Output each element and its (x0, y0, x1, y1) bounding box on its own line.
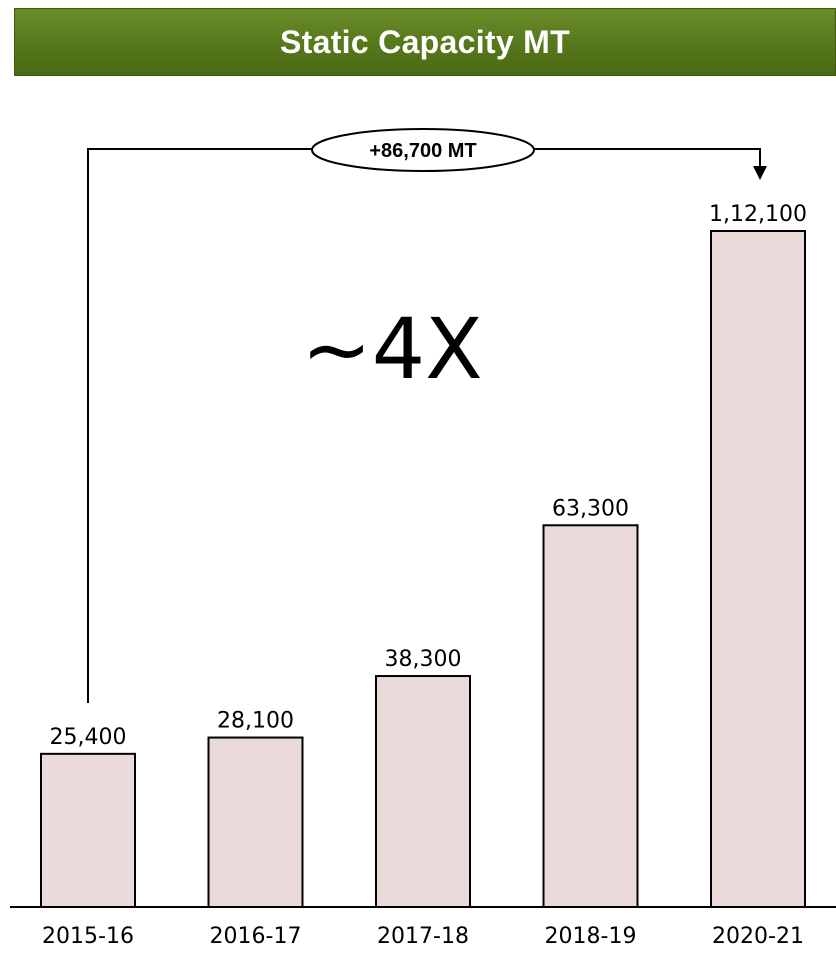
growth-annotation: ~4X (301, 300, 482, 398)
x-tick-label: 2018-19 (545, 924, 637, 949)
x-tick-label: 2017-18 (377, 924, 469, 949)
tick-labels-layer: 2015-16 2016-17 2017-18 2018-19 2020-21 (42, 924, 804, 949)
callout-bracket-right (534, 148, 761, 168)
callout-arrowhead (753, 166, 767, 180)
x-tick-label: 2016-17 (210, 924, 302, 949)
bar (710, 230, 806, 908)
title-banner: Static Capacity MT (14, 8, 836, 76)
bar-value-label: 1,12,100 (709, 202, 807, 227)
callout-label: +86,700 MT (369, 140, 476, 162)
bar (207, 736, 304, 908)
bar (40, 752, 136, 908)
x-tick-label: 2015-16 (42, 924, 134, 949)
x-tick-label: 2020-21 (712, 924, 804, 949)
bar (542, 524, 639, 908)
bar (375, 675, 471, 908)
bar-value-label: 38,300 (385, 647, 462, 672)
bar-value-label: 63,300 (552, 496, 629, 521)
bar-value-label: 25,400 (50, 725, 127, 750)
chart-title: Static Capacity MT (280, 23, 570, 60)
bar-value-label: 28,100 (217, 709, 294, 734)
callout-bracket-left (87, 148, 312, 703)
value-labels-layer: 25,400 28,100 38,300 63,300 1,12,100 (50, 202, 807, 750)
callout-ellipse (311, 128, 535, 172)
bars-layer (40, 230, 806, 908)
